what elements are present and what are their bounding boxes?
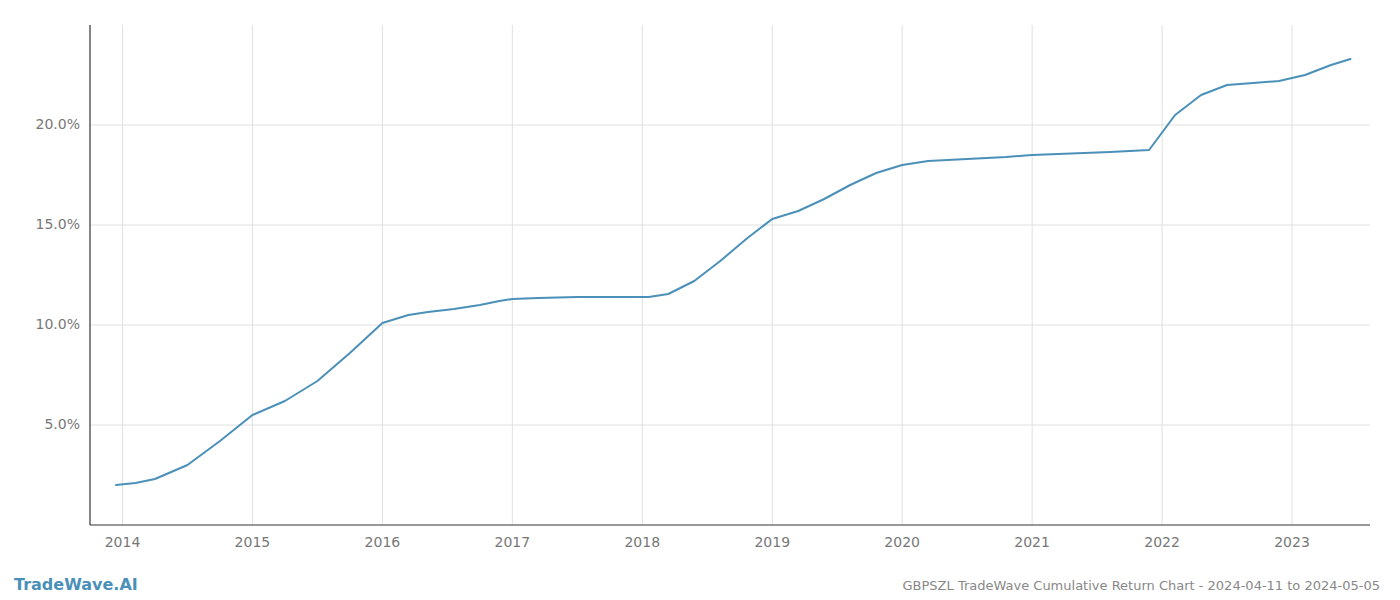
x-tick-label: 2015 xyxy=(235,534,271,550)
watermark: TradeWave.AI xyxy=(14,575,138,594)
y-tick-label: 20.0% xyxy=(36,116,80,132)
grid-line-x xyxy=(772,25,773,525)
y-tick-label: 15.0% xyxy=(36,216,80,232)
x-tick-label: 2014 xyxy=(105,534,141,550)
grid-line-x xyxy=(642,25,643,525)
x-tick-label: 2021 xyxy=(1014,534,1050,550)
plot-area xyxy=(116,59,1351,485)
grid-line-y xyxy=(90,225,1370,226)
grid-line-x xyxy=(122,25,123,525)
chart: 5.0% 10.0% 15.0% 20.0% 2014 2015 2016 2017 2018 2… xyxy=(0,0,1400,600)
x-tick-label: 2019 xyxy=(754,534,790,550)
grid-line-x xyxy=(382,25,383,525)
title: GBPSZL TradeWave Cumulative Return Chart… xyxy=(903,578,1380,593)
grid-line-x xyxy=(252,25,253,525)
axes: 5.0% 10.0% 15.0% 20.0% 2014 2015 2016 2017 2018 2… xyxy=(36,25,1370,550)
x-axis-line xyxy=(90,524,1370,525)
x-tick-label: 2016 xyxy=(365,534,401,550)
y-tick-label: 10.0% xyxy=(36,316,80,332)
grid-line-x xyxy=(902,25,903,525)
grid-line-y xyxy=(90,125,1370,126)
grid-line-y xyxy=(90,425,1370,426)
grid xyxy=(90,25,1370,525)
line xyxy=(116,59,1351,485)
grid-line-x xyxy=(1292,25,1293,525)
grid-line-x xyxy=(1032,25,1033,525)
x-tick-label: 2020 xyxy=(884,534,920,550)
grid-line-x xyxy=(1162,25,1163,525)
x-tick-label: 2018 xyxy=(624,534,660,550)
grid-line-x xyxy=(512,25,513,525)
y-tick-label: 5.0% xyxy=(44,416,80,432)
grid-line-y xyxy=(90,325,1370,326)
x-tick-label: 2017 xyxy=(495,534,531,550)
x-tick-label: 2023 xyxy=(1274,534,1310,550)
x-tick-label: 2022 xyxy=(1144,534,1180,550)
y-axis-line xyxy=(89,25,90,525)
